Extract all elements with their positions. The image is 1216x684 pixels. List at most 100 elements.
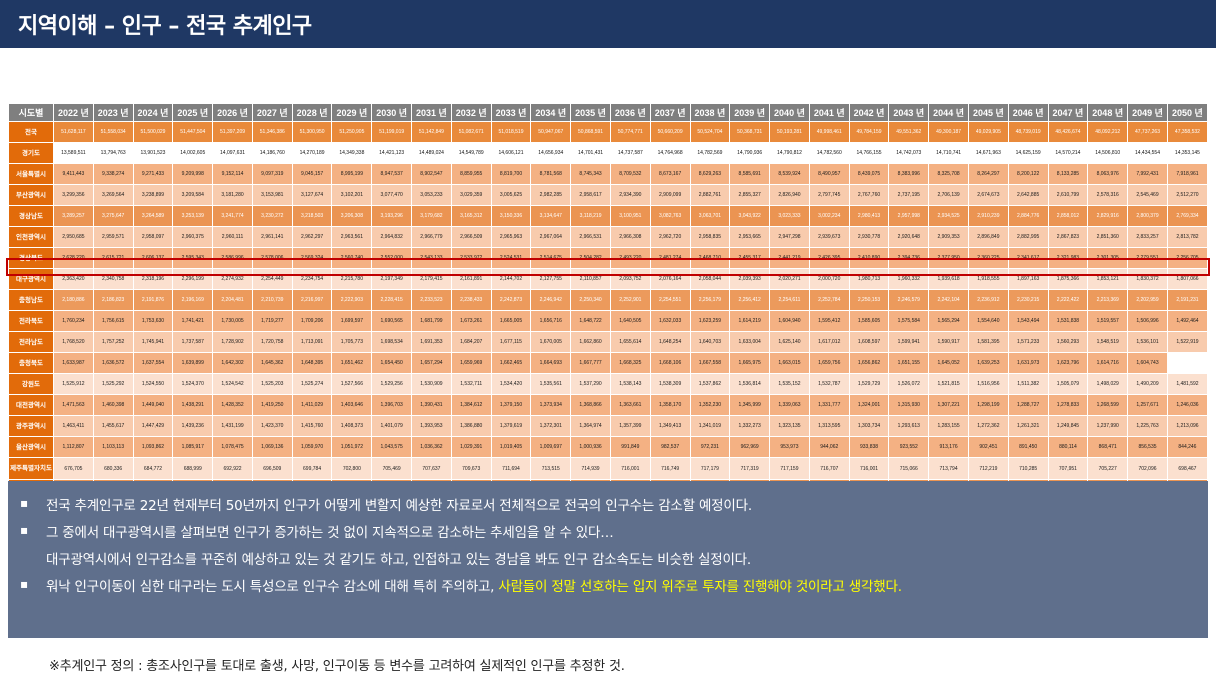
population-cell: 2,920,648 bbox=[888, 226, 930, 248]
population-cell: 9,411,443 bbox=[53, 163, 94, 185]
population-cell: 1,807,066 bbox=[1166, 268, 1209, 290]
population-cell: 1,524,542 bbox=[212, 373, 253, 395]
population-cell: 1,524,370 bbox=[172, 373, 214, 395]
population-cell: 1,604,940 bbox=[769, 310, 810, 332]
population-cell: 1,386,880 bbox=[450, 415, 492, 437]
population-cell: 14,434,554 bbox=[1127, 142, 1168, 164]
population-cell: 1,757,252 bbox=[92, 331, 134, 353]
population-cell: 2,965,963 bbox=[490, 226, 532, 248]
population-cell: 2,363,420 bbox=[53, 268, 94, 290]
population-cell: 699,784 bbox=[291, 457, 333, 480]
population-cell: 716,749 bbox=[649, 457, 691, 480]
population-cell: 2,767,760 bbox=[848, 184, 890, 206]
population-cell: 1,599,941 bbox=[888, 331, 930, 353]
population-cell: 49,300,187 bbox=[928, 121, 969, 143]
population-cell: 3,077,470 bbox=[371, 184, 413, 206]
population-cell: 712,219 bbox=[967, 457, 1009, 480]
population-cell: 49,784,159 bbox=[848, 121, 890, 143]
year-header: 2028 년 bbox=[291, 103, 333, 122]
year-header: 2039 년 bbox=[729, 103, 771, 122]
population-cell: 2,493,220 bbox=[609, 247, 651, 269]
population-cell: 1,112,807 bbox=[53, 436, 94, 458]
population-cell: 1,257,671 bbox=[1127, 394, 1168, 416]
population-cell: 2,481,274 bbox=[649, 247, 691, 269]
population-cell: 1,490,209 bbox=[1127, 373, 1168, 395]
region-label: 서울특별시 bbox=[8, 163, 54, 185]
population-cell: 2,127,755 bbox=[530, 268, 572, 290]
population-cell: 1,663,015 bbox=[769, 352, 810, 374]
year-header: 2030 년 bbox=[371, 103, 413, 122]
population-cell: 1,631,973 bbox=[1007, 352, 1049, 374]
year-header: 2049 년 bbox=[1127, 103, 1168, 122]
population-cell: 1,554,640 bbox=[967, 310, 1009, 332]
population-cell: 1,939,618 bbox=[928, 268, 969, 290]
population-cell: 8,629,263 bbox=[689, 163, 731, 185]
table-row: 인천광역시 2,950,685 2,959,571 2,958,097 2,960,37… bbox=[8, 226, 1209, 248]
table-row: 전라북도 1,760,234 1,756,615 1,753,630 1,741,421… bbox=[8, 310, 1209, 332]
population-cell: 3,063,701 bbox=[689, 205, 731, 227]
population-cell: 8,859,955 bbox=[450, 163, 492, 185]
population-cell: 2,186,823 bbox=[92, 289, 134, 311]
population-cell: 2,341,617 bbox=[1007, 247, 1049, 269]
summary-bullet-1: 전국 추계인구로 22년 현재부터 50년까지 인구가 어떻게 변할지 예상한 … bbox=[46, 498, 752, 514]
population-cell: 2,250,340 bbox=[570, 289, 611, 311]
population-cell: 1,537,862 bbox=[689, 373, 731, 395]
population-cell: 1,525,203 bbox=[251, 373, 293, 395]
population-cell: 1,639,253 bbox=[967, 352, 1009, 374]
population-cell: 7,918,961 bbox=[1166, 163, 1209, 185]
population-cell: 1,681,799 bbox=[411, 310, 452, 332]
table-row: 충청남도 2,180,886 2,186,823 2,191,876 2,196,169… bbox=[8, 289, 1209, 311]
population-cell: 3,023,333 bbox=[769, 205, 810, 227]
population-cell: 3,102,201 bbox=[331, 184, 373, 206]
population-cell: 50,660,209 bbox=[649, 121, 691, 143]
population-cell: 14,790,936 bbox=[729, 142, 771, 164]
population-cell: 2,256,179 bbox=[689, 289, 731, 311]
population-cell: 1,103,113 bbox=[92, 436, 134, 458]
population-cell: 2,191,876 bbox=[132, 289, 174, 311]
population-cell: 3,299,356 bbox=[53, 184, 94, 206]
population-cell: 1,313,595 bbox=[808, 415, 850, 437]
table-row: 경상남도 3,289,257 3,275,647 3,264,589 3,253,139… bbox=[8, 205, 1209, 227]
population-cell: 1,980,713 bbox=[848, 268, 890, 290]
population-cell: 2,939,673 bbox=[808, 226, 850, 248]
population-cell: 14,353,145 bbox=[1166, 142, 1209, 164]
population-cell: 2,615,721 bbox=[92, 247, 134, 269]
population-cell: 1,225,763 bbox=[1127, 415, 1168, 437]
population-cell: 3,002,234 bbox=[808, 205, 850, 227]
population-cell: 8,995,199 bbox=[331, 163, 373, 185]
table-header-row: 시도별 2022 년 2023 년 2024 년 2025 년 2026 년 2027 년… bbox=[8, 103, 1209, 122]
table-row: 광주광역시 1,463,411 1,455,617 1,447,429 1,439,23… bbox=[8, 415, 1209, 437]
population-cell: 2,966,531 bbox=[570, 226, 611, 248]
population-cell: 2,967,064 bbox=[530, 226, 572, 248]
population-cell: 2,958,617 bbox=[570, 184, 611, 206]
population-cell: 2,242,104 bbox=[928, 289, 969, 311]
population-cell: 707,637 bbox=[411, 457, 452, 480]
population-cell: 1,581,395 bbox=[967, 331, 1009, 353]
table-row: 경기도 13,589,511 13,794,763 13,901,523 14,002,… bbox=[8, 142, 1209, 164]
population-cell: 1,532,787 bbox=[808, 373, 850, 395]
population-cell: 913,176 bbox=[928, 436, 969, 458]
population-cell: 1,565,294 bbox=[928, 310, 969, 332]
population-cell: 2,274,932 bbox=[212, 268, 253, 290]
table-row: 대전광역시 1,471,563 1,460,398 1,449,040 1,438,29… bbox=[8, 394, 1209, 416]
population-cell: 2,254,449 bbox=[251, 268, 293, 290]
page-header: 지역이해 – 인구 – 전국 추계인구 bbox=[0, 0, 1216, 48]
population-cell: 1,527,566 bbox=[331, 373, 373, 395]
population-cell: 1,623,796 bbox=[1047, 352, 1089, 374]
population-cell: 991,849 bbox=[609, 436, 651, 458]
population-cell: 2,962,297 bbox=[291, 226, 333, 248]
population-cell: 2,610,799 bbox=[1047, 184, 1089, 206]
year-header: 2046 년 bbox=[1007, 103, 1049, 122]
population-cell: 2,256,412 bbox=[729, 289, 771, 311]
population-cell: 1,691,353 bbox=[411, 331, 452, 353]
table-row: 전라남도 1,768,520 1,757,252 1,745,941 1,737,587… bbox=[8, 331, 1209, 353]
population-cell: 972,231 bbox=[689, 436, 731, 458]
region-label: 인천광역시 bbox=[8, 226, 54, 248]
population-cell: 14,625,159 bbox=[1007, 142, 1049, 164]
population-cell: 1,768,520 bbox=[53, 331, 94, 353]
population-cell: 1,455,617 bbox=[92, 415, 134, 437]
population-cell: 3,230,272 bbox=[251, 205, 293, 227]
population-cell: 51,500,029 bbox=[132, 121, 174, 143]
population-cell: 2,202,959 bbox=[1127, 289, 1168, 311]
population-cell: 2,851,360 bbox=[1087, 226, 1129, 248]
